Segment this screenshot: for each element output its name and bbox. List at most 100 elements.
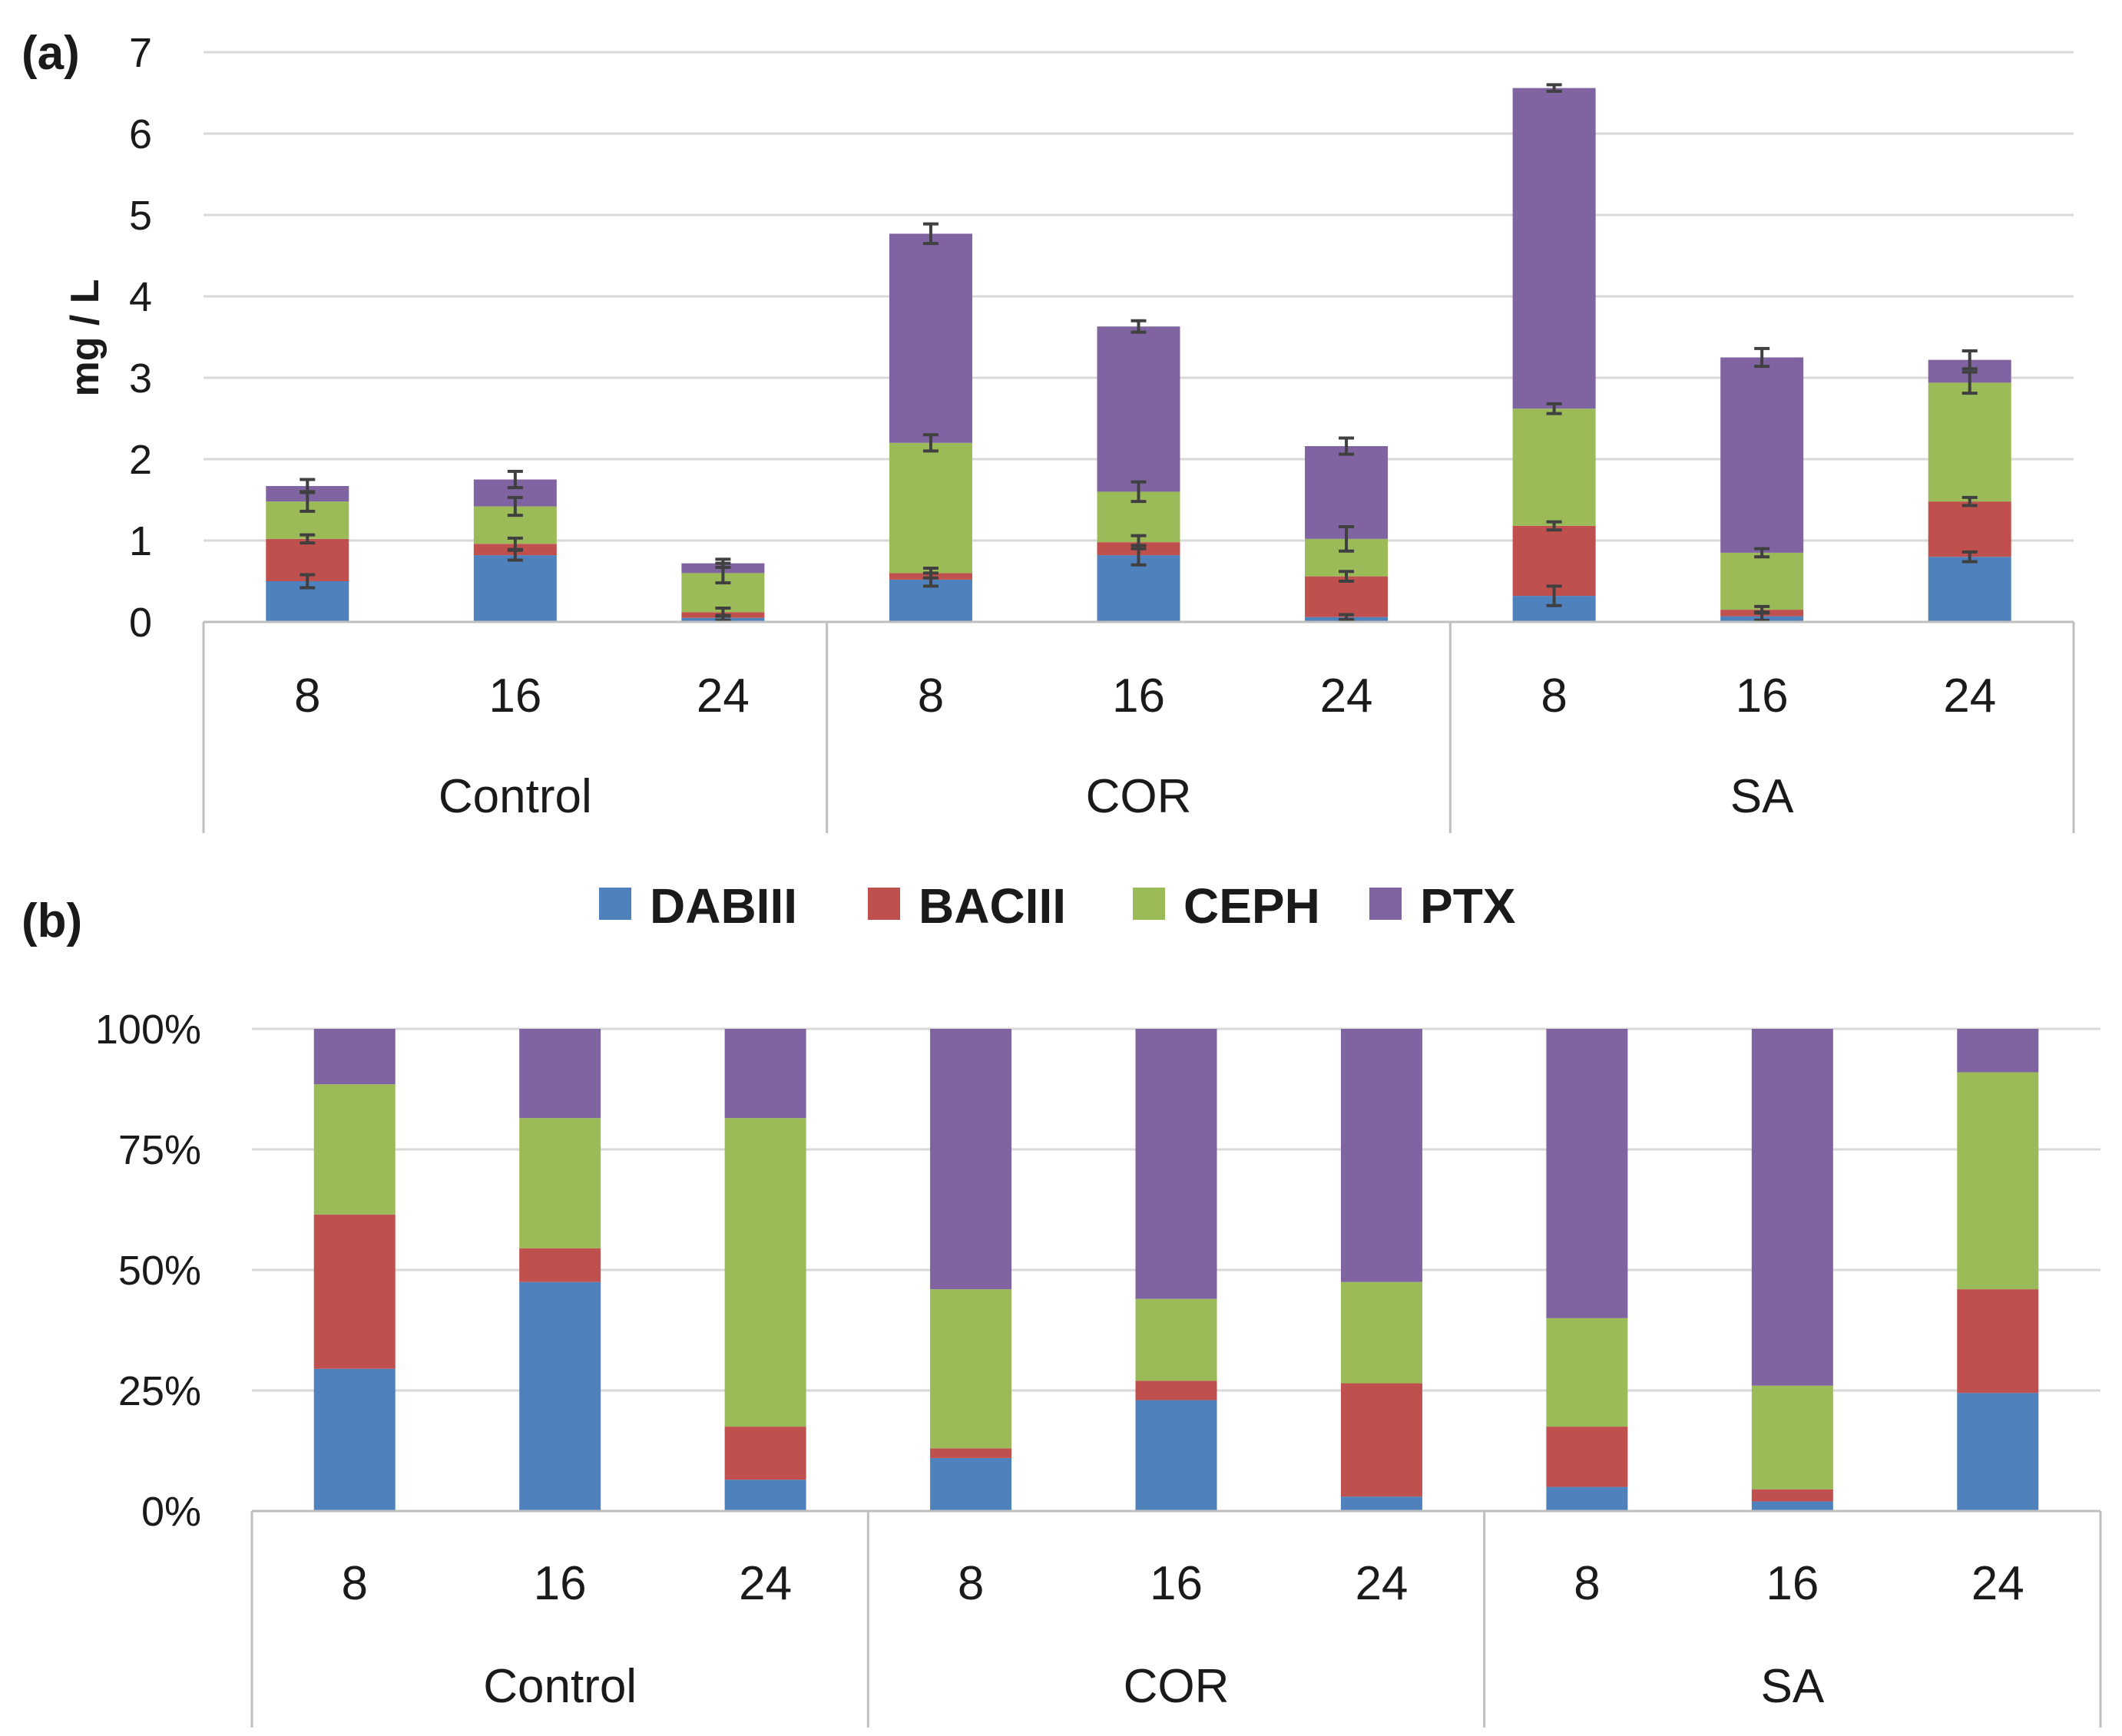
- bar-segment-ptx: [1305, 446, 1389, 539]
- bars-b: [313, 1029, 2039, 1511]
- y-tick-label: 7: [129, 30, 152, 76]
- group-label: Control: [439, 770, 592, 823]
- x-axis-a: Control 8 16 24 COR 8 16 24 SA 8 16 24: [202, 620, 2075, 833]
- y-tick-label: 4: [129, 274, 152, 320]
- time-label: 16: [1112, 670, 1165, 723]
- legend-swatch-dabiii: [599, 888, 631, 920]
- x-axis-b: Control 8 16 24 COR 8 16 24 SA 8 16 24: [250, 1509, 2102, 1728]
- panel-label-b: (b): [22, 894, 82, 947]
- bar-segment-baciii: [1305, 576, 1389, 617]
- time-label: 24: [1320, 670, 1373, 723]
- y-tick-label: 6: [129, 111, 152, 157]
- time-label: 16: [1766, 1557, 1819, 1610]
- bar-segment-ceph: [1720, 552, 1804, 610]
- legend-label-dabiii: DABIII: [650, 878, 797, 934]
- bars-a: [266, 88, 2011, 622]
- chart-b: (b) 0% 25% 50% 75% 100% Control 8 16 24 COR 8 16 24…: [22, 894, 2102, 1728]
- bar-segment-ptx: [1340, 1029, 1422, 1282]
- bar-segment-dabiii: [1135, 1400, 1217, 1511]
- bar-segment-dabiii: [519, 1281, 601, 1511]
- y-tick-label: 5: [129, 193, 152, 239]
- time-label: 16: [1150, 1557, 1203, 1610]
- bar-segment-dabiii: [1957, 1393, 2039, 1511]
- bar-segment-baciii: [1135, 1381, 1217, 1400]
- bar-segment-ceph: [519, 1118, 601, 1248]
- time-label: 24: [1355, 1557, 1408, 1610]
- bar-segment-ptx: [1546, 1029, 1628, 1318]
- y-tick-label: 75%: [118, 1127, 201, 1173]
- panel-label-a: (a): [22, 27, 80, 80]
- legend-swatch-baciii: [868, 888, 900, 920]
- bar-segment-baciii: [1751, 1489, 1833, 1502]
- bar-segment-ptx: [313, 1029, 396, 1085]
- bar-segment-ceph: [1135, 1298, 1217, 1381]
- bar-segment-dabiii: [1546, 1486, 1628, 1511]
- bar-segment-dabiii: [1928, 557, 2011, 622]
- time-label: 8: [294, 670, 320, 723]
- y-tick-label: 2: [129, 437, 152, 483]
- legend-swatch-ptx: [1369, 888, 1402, 920]
- y-tick-label: 50%: [118, 1248, 201, 1294]
- bar-segment-ptx: [1751, 1029, 1833, 1386]
- y-tick-label: 25%: [118, 1368, 201, 1414]
- time-label: 8: [918, 670, 944, 723]
- y-ticks-a: 0 1 2 3 4 5 6 7: [129, 30, 152, 646]
- group-label: SA: [1760, 1660, 1824, 1713]
- time-label: 24: [1971, 1557, 2024, 1610]
- y-ticks-b: 0% 25% 50% 75% 100%: [95, 1007, 201, 1535]
- bar-segment-ceph: [1957, 1072, 2039, 1290]
- time-label: 24: [1943, 670, 1996, 723]
- group-label: COR: [1124, 1660, 1230, 1713]
- bar-segment-ceph: [724, 1118, 806, 1427]
- bar-segment-ptx: [1097, 326, 1180, 492]
- time-label: 8: [1574, 1557, 1600, 1610]
- bar-segment-baciii: [930, 1448, 1012, 1458]
- legend-label-baciii: BACIII: [919, 878, 1066, 934]
- bar-segment-ceph: [930, 1289, 1012, 1449]
- group-label: SA: [1730, 770, 1794, 823]
- error-bars-a: [300, 83, 1978, 622]
- bar-segment-baciii: [519, 1248, 601, 1282]
- legend: DABIII BACIII CEPH PTX: [599, 878, 1516, 934]
- time-label: 16: [1736, 670, 1789, 723]
- bar-segment-ceph: [1751, 1385, 1833, 1490]
- bar-segment-ceph: [1928, 382, 2011, 502]
- y-tick-label: 0%: [141, 1489, 201, 1535]
- bar-segment-ptx: [1720, 357, 1804, 553]
- bar-segment-ptx: [889, 233, 972, 443]
- group-label: COR: [1086, 770, 1192, 823]
- bar-segment-baciii: [1512, 525, 1596, 597]
- bar-segment-dabiii: [724, 1480, 806, 1511]
- time-label: 8: [341, 1557, 367, 1610]
- y-tick-label: 0: [129, 600, 152, 646]
- bar-segment-baciii: [1340, 1383, 1422, 1497]
- bar-segment-ptx: [519, 1029, 601, 1119]
- group-label: Control: [483, 1660, 637, 1713]
- time-label: 8: [1541, 670, 1567, 723]
- bar-segment-ptx: [1135, 1029, 1217, 1299]
- bar-segment-dabiii: [930, 1457, 1012, 1511]
- bar-segment-ceph: [1512, 408, 1596, 526]
- y-axis-label-a: mg / L: [63, 279, 108, 396]
- y-tick-label: 100%: [95, 1007, 201, 1053]
- bar-segment-baciii: [724, 1427, 806, 1480]
- legend-label-ptx: PTX: [1420, 878, 1516, 934]
- bar-segment-ptx: [930, 1029, 1012, 1290]
- bar-segment-baciii: [1928, 501, 2011, 557]
- legend-label-ceph: CEPH: [1183, 878, 1320, 934]
- bar-segment-dabiii: [1340, 1496, 1422, 1511]
- bar-segment-baciii: [1546, 1427, 1628, 1487]
- time-label: 16: [488, 670, 541, 723]
- legend-swatch-ceph: [1133, 888, 1165, 920]
- y-tick-label: 1: [129, 518, 152, 564]
- bar-segment-ceph: [889, 442, 972, 574]
- bar-segment-ptx: [1512, 88, 1596, 409]
- chart-a: (a) mg / L 0 1 2 3 4 5 6 7 Control 8 16 24 COR 8 16 24…: [22, 27, 2075, 833]
- bar-segment-ceph: [1546, 1318, 1628, 1427]
- bar-segment-ptx: [1957, 1029, 2039, 1073]
- bar-segment-ceph: [313, 1084, 396, 1215]
- bar-segment-dabiii: [1751, 1501, 1833, 1511]
- time-label: 16: [534, 1557, 587, 1610]
- bar-segment-ptx: [724, 1029, 806, 1119]
